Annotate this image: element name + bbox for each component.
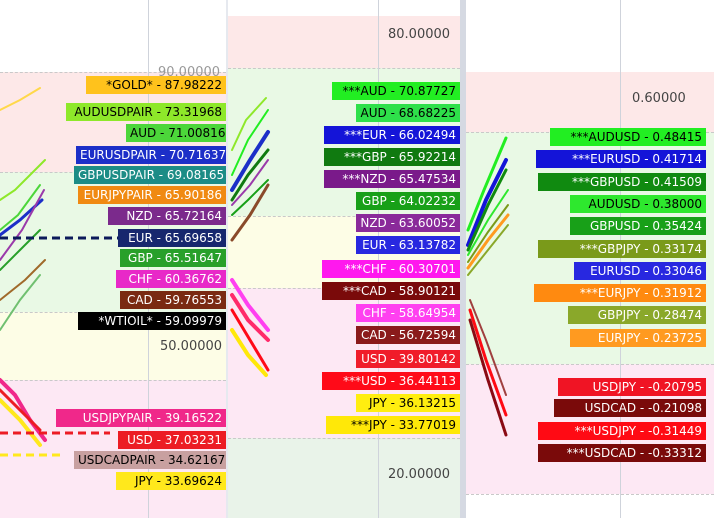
currency-strength-label: ***NZD - 65.47534 (324, 170, 460, 188)
currency-strength-label: ***CHF - 60.30701 (322, 260, 460, 278)
currency-strength-label: ***EURJPY - 0.31912 (534, 284, 706, 302)
currency-strength-label: USDJPYPAIR - 39.16522 (56, 409, 226, 427)
currency-strength-label: GBPJPY - 0.28474 (568, 306, 706, 324)
currency-strength-label: JPY - 36.13215 (356, 394, 460, 412)
zone-bearish (0, 380, 226, 518)
currency-strength-label: JPY - 33.69624 (116, 472, 226, 490)
panel-divider[interactable] (226, 0, 228, 518)
currency-strength-label: NZD - 63.60052 (356, 214, 460, 232)
currency-strength-label: EURJPY - 0.23725 (570, 329, 706, 347)
currency-strength-label: ***USDJPY - -0.31449 (538, 422, 706, 440)
currency-strength-label: USDCADPAIR - 34.62167 (74, 451, 226, 469)
grid-line (228, 68, 460, 69)
currency-strength-label: CHF - 60.36762 (116, 270, 226, 288)
grid-line (0, 72, 226, 73)
currency-strength-label: CAD - 59.76553 (120, 291, 226, 309)
currency-strength-label: USDJPY - -0.20795 (558, 378, 706, 396)
currency-strength-label: EURJPYPAIR - 65.90186 (78, 186, 226, 204)
axis-line (620, 0, 621, 518)
strength-lines-2 (230, 97, 270, 377)
currency-strength-label: USDCAD - -0.21098 (554, 399, 706, 417)
currency-strength-label: ***USDCAD - -0.33312 (538, 444, 706, 462)
zone-overbought (228, 16, 460, 68)
currency-strength-label: ***AUD - 70.87727 (332, 82, 460, 100)
axis-tick-label: 80.00000 (388, 27, 451, 42)
axis-tick-label: 20.00000 (388, 467, 451, 482)
currency-strength-label: ***GBP - 65.92214 (324, 148, 460, 166)
currency-strength-label: ***AUDUSD - 0.48415 (550, 128, 706, 146)
currency-strength-label: EURUSDPAIR - 70.71637 (76, 146, 226, 164)
strength-panel-3: 0.60000 ***AUDUSD - 0.48415 ***EURUSD - 0… (466, 0, 714, 518)
axis-tick-label: 0.60000 (632, 91, 686, 106)
strength-lines-3 (466, 136, 510, 437)
currency-strength-label: ***USD - 36.44113 (322, 372, 460, 390)
strength-panel-1: 90.00000 50.00000 *GOLD* - 87.98222 AUDUS… (0, 0, 226, 518)
grid-line (0, 380, 226, 381)
grid-line (466, 494, 714, 495)
axis-line (378, 0, 379, 518)
currency-strength-label: CAD - 56.72594 (356, 326, 460, 344)
currency-strength-label: AUD - 68.68225 (356, 104, 460, 122)
zone-oversold (228, 438, 460, 518)
currency-strength-label: CHF - 58.64954 (356, 304, 460, 322)
currency-strength-label: EUR - 65.69658 (118, 229, 226, 247)
currency-strength-label: ***EUR - 66.02494 (324, 126, 460, 144)
currency-strength-label: USD - 39.80142 (356, 350, 460, 368)
currency-strength-label: ***EURUSD - 0.41714 (536, 150, 706, 168)
currency-strength-label: EURUSD - 0.33046 (574, 262, 706, 280)
currency-strength-label: USD - 37.03231 (118, 431, 226, 449)
panel-divider[interactable] (460, 0, 466, 518)
currency-strength-label: NZD - 65.72164 (108, 207, 226, 225)
currency-strength-label: *WTIOIL* - 59.09979 (78, 312, 226, 330)
currency-strength-label: GBP - 64.02232 (356, 192, 460, 210)
currency-strength-label: GBP - 65.51647 (120, 249, 226, 267)
grid-line (228, 216, 460, 217)
currency-strength-label: ***CAD - 58.90121 (322, 282, 460, 300)
axis-tick-label: 50.00000 (160, 339, 223, 354)
currency-strength-label: AUD - 71.00816 (126, 124, 226, 142)
currency-strength-label: AUDUSD - 0.38000 (570, 195, 706, 213)
grid-line (228, 438, 460, 439)
currency-strength-label: ***GBPJPY - 0.33174 (538, 240, 706, 258)
currency-strength-label: ***GBPUSD - 0.41509 (538, 173, 706, 191)
currency-strength-label: EUR - 63.13782 (356, 236, 460, 254)
currency-strength-label: ***JPY - 33.77019 (326, 416, 460, 434)
currency-strength-label: *GOLD* - 87.98222 (86, 76, 226, 94)
zone-bullish-strong (466, 72, 714, 132)
grid-line (466, 364, 714, 365)
strength-panel-2: 80.00000 20.00000 ***AUD - 70.87727 AUD -… (228, 0, 460, 518)
currency-strength-label: GBPUSDPAIR - 69.08165 (74, 166, 226, 184)
currency-strength-label: GBPUSD - 0.35424 (570, 217, 706, 235)
currency-strength-label: AUDUSDPAIR - 73.31968 (66, 103, 226, 121)
